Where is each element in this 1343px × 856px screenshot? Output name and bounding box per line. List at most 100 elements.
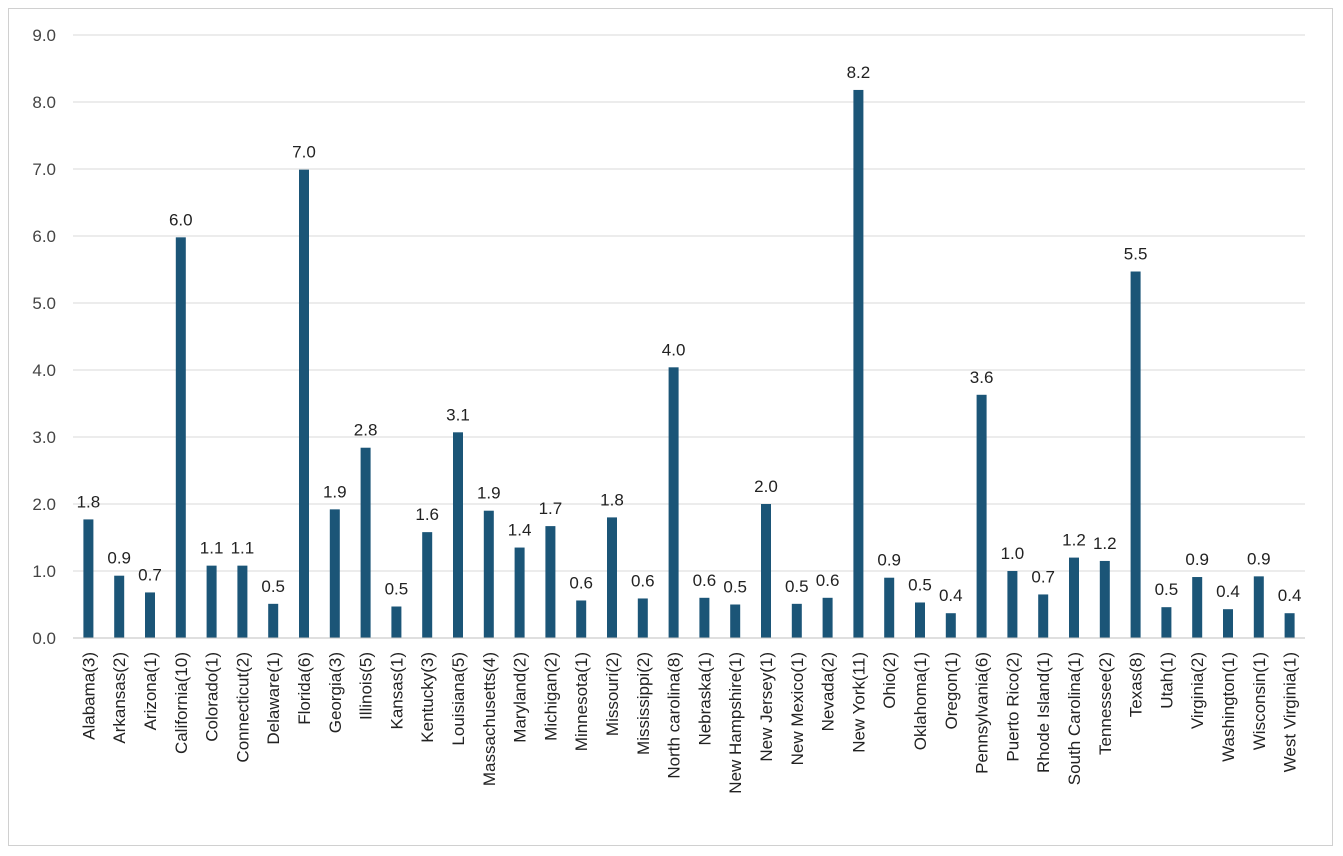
data-label: 0.5 <box>908 575 932 594</box>
category-label: Nebraska(1) <box>695 652 714 746</box>
data-label: 0.4 <box>1278 586 1302 605</box>
category-label: Tennessee(2) <box>1096 652 1115 755</box>
data-label: 1.4 <box>508 521 532 540</box>
category-label: New Mexico(1) <box>788 652 807 765</box>
data-label: 1.2 <box>1062 531 1086 550</box>
bar <box>422 532 433 638</box>
data-label: 2.8 <box>354 421 378 440</box>
bar <box>1099 560 1110 638</box>
data-label: 8.2 <box>847 63 871 82</box>
y-tick-label: 7.0 <box>32 160 56 179</box>
category-label: Delaware(1) <box>264 652 283 745</box>
bar <box>576 600 587 638</box>
category-label: New Jersey(1) <box>757 652 776 762</box>
bar <box>945 613 956 638</box>
data-label: 7.0 <box>292 143 316 162</box>
y-tick-label: 8.0 <box>32 93 56 112</box>
category-label: Arizona(1) <box>141 652 160 730</box>
data-label: 1.0 <box>1001 544 1025 563</box>
bar <box>483 510 494 638</box>
bar <box>761 504 771 638</box>
data-label: 0.5 <box>261 577 285 596</box>
data-label: 0.7 <box>1031 567 1055 586</box>
bar <box>545 526 556 638</box>
category-label: Nevada(2) <box>819 652 838 731</box>
data-label: 0.6 <box>693 571 717 590</box>
data-label: 0.5 <box>723 578 747 597</box>
data-label: 4.0 <box>662 340 686 359</box>
data-label: 0.6 <box>816 571 840 590</box>
data-label: 0.9 <box>107 549 131 568</box>
category-label: California(10) <box>172 652 191 754</box>
bar <box>668 367 679 638</box>
bar <box>1253 576 1264 638</box>
category-label: Colorado(1) <box>203 652 222 742</box>
category-label: Louisiana(5) <box>449 652 468 746</box>
x-axis-category-labels: Alabama(3) Arkansas(2) Arizona(1) Californi… <box>79 652 1299 794</box>
data-labels: 1.8 0.9 0.7 6.0 1.1 1.1 0.5 7.0 1.9 2.8 0.5 1.6 3.1 1… <box>77 63 1302 605</box>
category-label: West Virginia(1) <box>1281 652 1300 772</box>
bar <box>853 89 864 638</box>
bar <box>884 577 895 638</box>
bar <box>145 592 155 638</box>
category-label: North carolina(8) <box>665 652 684 779</box>
bar <box>175 237 186 638</box>
data-label: 0.7 <box>138 565 162 584</box>
bar <box>1069 557 1079 638</box>
y-tick-label: 6.0 <box>32 227 56 246</box>
bar <box>976 394 987 638</box>
category-label: Wisconsin(1) <box>1250 652 1269 750</box>
category-label: New Hampshire(1) <box>726 652 745 794</box>
bar <box>822 597 833 638</box>
bar <box>1161 607 1172 638</box>
bar <box>391 606 402 638</box>
data-label: 0.6 <box>569 573 593 592</box>
bar <box>514 547 525 638</box>
bar <box>607 517 617 638</box>
y-tick-label: 3.0 <box>32 428 56 447</box>
bar <box>299 169 309 639</box>
bar <box>1038 594 1049 638</box>
y-tick-label: 5.0 <box>32 294 56 313</box>
bar <box>83 519 94 638</box>
data-label: 2.0 <box>754 477 778 496</box>
bar <box>329 509 340 638</box>
data-label: 6.0 <box>169 210 193 229</box>
bar <box>1284 613 1295 638</box>
data-label: 3.6 <box>970 368 994 387</box>
category-label: South Carolina(1) <box>1065 652 1084 785</box>
category-label: Maryland(2) <box>511 652 530 743</box>
data-label: 1.9 <box>477 484 501 503</box>
category-label: Kansas(1) <box>387 652 406 729</box>
bar <box>206 565 217 638</box>
data-label: 1.8 <box>77 492 101 511</box>
gridlines <box>73 34 1305 572</box>
data-label: 0.9 <box>877 551 901 570</box>
category-label: Pennsylvania(6) <box>973 652 992 774</box>
bar <box>915 602 925 638</box>
data-label: 0.9 <box>1247 549 1271 568</box>
bar <box>453 432 463 638</box>
category-label: Utah(1) <box>1157 652 1176 709</box>
y-tick-label: 2.0 <box>32 495 56 514</box>
bar <box>637 598 648 638</box>
bar <box>791 603 802 638</box>
category-label: Georgia(3) <box>326 652 345 733</box>
bar <box>1130 271 1141 638</box>
category-label: Kentucky(3) <box>418 652 437 743</box>
y-tick-label: 9.0 <box>32 26 56 45</box>
y-tick-label: 4.0 <box>32 361 56 380</box>
category-label: Oregon(1) <box>942 652 961 729</box>
data-label: 1.7 <box>539 499 563 518</box>
bar <box>699 597 710 638</box>
bar <box>360 447 371 638</box>
category-label: Texas(8) <box>1127 652 1146 717</box>
bar <box>114 575 125 638</box>
bar <box>268 603 279 638</box>
data-label: 3.1 <box>446 405 470 424</box>
bar <box>237 565 248 638</box>
data-label: 5.5 <box>1124 245 1148 264</box>
bar <box>1007 571 1018 638</box>
bar <box>1192 577 1203 638</box>
